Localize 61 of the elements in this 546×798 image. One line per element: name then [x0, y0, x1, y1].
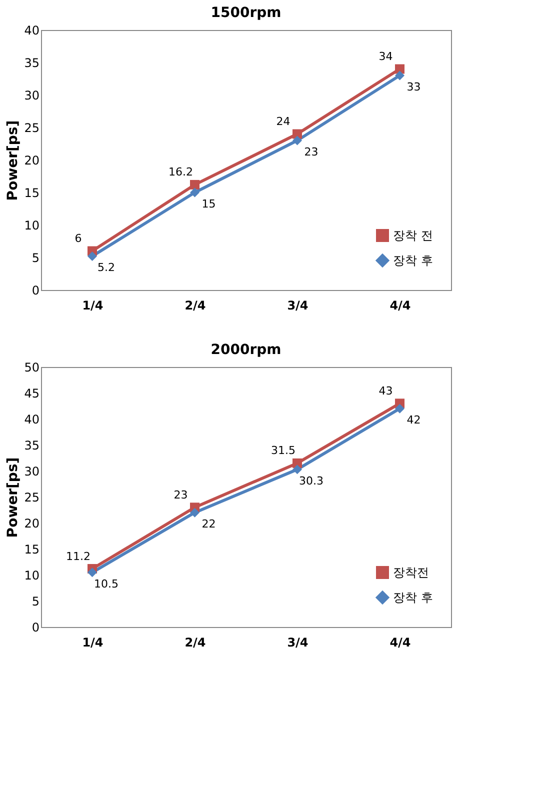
- data-label: 34: [378, 50, 393, 63]
- data-label: 31.5: [271, 444, 296, 458]
- point: [395, 404, 404, 414]
- x-tick-label: 3/4: [287, 636, 308, 650]
- point: [88, 251, 97, 261]
- data-label: 22: [202, 518, 216, 531]
- legend-label: 장착전: [393, 566, 429, 580]
- data-label: 15: [202, 198, 216, 210]
- x-tick-label: 2/4: [184, 298, 206, 312]
- point: [190, 508, 200, 518]
- point: [395, 70, 404, 80]
- x-tick-label: 4/4: [390, 636, 411, 650]
- y-tick-label: 40: [24, 412, 40, 426]
- data-label: 43: [378, 384, 393, 398]
- y-tick-label: 5: [32, 251, 40, 265]
- data-label: 5.2: [98, 261, 115, 274]
- y-tick-label: 50: [24, 360, 40, 374]
- y-tick-label: 35: [24, 438, 40, 452]
- y-tick-label: 15: [24, 542, 40, 556]
- chart-title: 1500rpm: [210, 5, 282, 21]
- y-tick-label: 25: [24, 121, 40, 135]
- x-tick-label: 1/4: [82, 298, 104, 312]
- point: [292, 464, 302, 474]
- y-tick-label: 35: [24, 56, 40, 70]
- x-tick-label: 2/4: [184, 636, 206, 650]
- data-label: 23: [174, 488, 188, 502]
- x-tick-label: 4/4: [390, 298, 411, 312]
- point: [190, 188, 200, 198]
- y-tick-label: 45: [24, 386, 40, 400]
- y-tick-label: 20: [24, 516, 40, 530]
- data-label: 42: [406, 414, 421, 427]
- data-label: 30.3: [299, 474, 324, 488]
- point: [88, 568, 97, 578]
- data-label: 16.2: [168, 166, 193, 179]
- data-label: 6: [74, 232, 82, 245]
- data-label: 23: [304, 146, 318, 158]
- data-label: 10.5: [94, 577, 118, 590]
- y-tick-label: 30: [24, 88, 40, 102]
- data-label: 11.2: [66, 550, 90, 563]
- point: [292, 136, 302, 146]
- point: [190, 180, 200, 190]
- y-tick-label: 0: [32, 284, 40, 298]
- chart-title: 2000rpm: [210, 342, 282, 358]
- x-tick-label: 3/4: [287, 298, 308, 312]
- y-axis-title: Power[ps]: [5, 457, 22, 538]
- y-tick-label: 0: [32, 620, 40, 634]
- y-tick-label: 40: [24, 24, 40, 38]
- legend-label: 장착 후: [393, 590, 433, 604]
- y-tick-label: 15: [24, 186, 40, 200]
- y-tick-label: 25: [24, 490, 40, 504]
- y-tick-label: 20: [24, 154, 40, 168]
- legend-label: 장착 전: [393, 228, 433, 242]
- data-label: 33: [406, 80, 421, 94]
- y-tick-label: 10: [24, 568, 40, 582]
- y-tick-label: 10: [24, 218, 40, 232]
- legend-label: 장착 후: [393, 254, 433, 268]
- data-label: 24: [276, 115, 290, 128]
- y-axis-title: Power[ps]: [5, 120, 22, 201]
- y-tick-label: 5: [32, 594, 40, 608]
- x-tick-label: 1/4: [82, 636, 104, 650]
- y-tick-label: 30: [24, 464, 40, 478]
